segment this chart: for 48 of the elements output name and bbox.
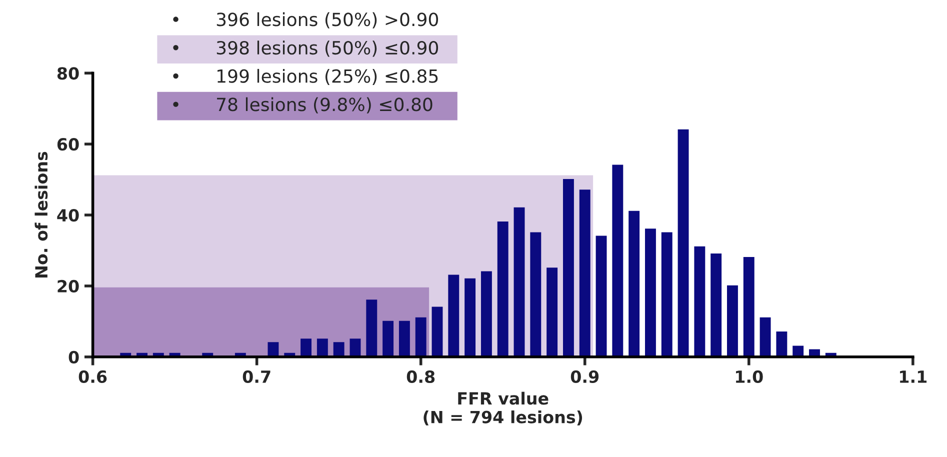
annotation: • 78 lesions (9.8%) ≤0.80 <box>173 97 432 114</box>
y-tick-label: 80 <box>57 67 79 80</box>
bar <box>316 338 328 357</box>
bar <box>480 271 492 357</box>
bar <box>432 306 443 357</box>
y-tick-label: 60 <box>57 138 79 151</box>
bar <box>382 320 394 357</box>
x-tick-label: 0.6 <box>78 370 107 384</box>
x-tick-label: 0.8 <box>406 370 435 384</box>
bar <box>792 346 804 357</box>
bar <box>727 285 738 357</box>
bar <box>776 332 788 357</box>
bar <box>366 300 378 357</box>
x-axis-title: FFR value (N = 794 lesions) <box>424 392 582 426</box>
bar <box>530 232 542 357</box>
bar <box>661 232 672 357</box>
bar <box>612 164 624 357</box>
bar <box>579 190 590 357</box>
annotation: • 199 lesions (25%) ≤0.85 <box>173 68 438 86</box>
bar <box>464 278 476 357</box>
y-axis-title: No. of lesions <box>34 152 48 278</box>
x-tick-label: 0.7 <box>242 370 270 384</box>
bar <box>300 338 312 357</box>
y-tick-label: 20 <box>58 280 79 293</box>
bar <box>546 268 558 357</box>
y-tick-label: 40 <box>57 208 79 222</box>
bar <box>743 257 754 357</box>
bar <box>415 317 426 357</box>
bar <box>645 228 656 357</box>
bar <box>710 253 722 357</box>
bar <box>497 222 508 357</box>
x-tick-label: 1.1 <box>900 370 927 383</box>
x-tick-label: 1.0 <box>736 370 763 384</box>
x-tick-label: 0.9 <box>570 370 599 384</box>
bar <box>760 317 771 357</box>
text: • 396 lesions (50%) >0.90 <box>173 12 438 28</box>
bar <box>333 342 344 357</box>
bar <box>596 236 607 357</box>
bar <box>628 210 640 357</box>
text: • 398 lesions (50%) ≤0.90 <box>173 40 438 57</box>
bar <box>694 246 706 357</box>
bar <box>514 207 525 357</box>
bar <box>562 178 574 357</box>
y-tick-label: 0 <box>68 350 79 364</box>
bar <box>350 338 361 357</box>
bar <box>448 274 460 357</box>
bar <box>678 129 689 357</box>
bar <box>398 320 410 357</box>
